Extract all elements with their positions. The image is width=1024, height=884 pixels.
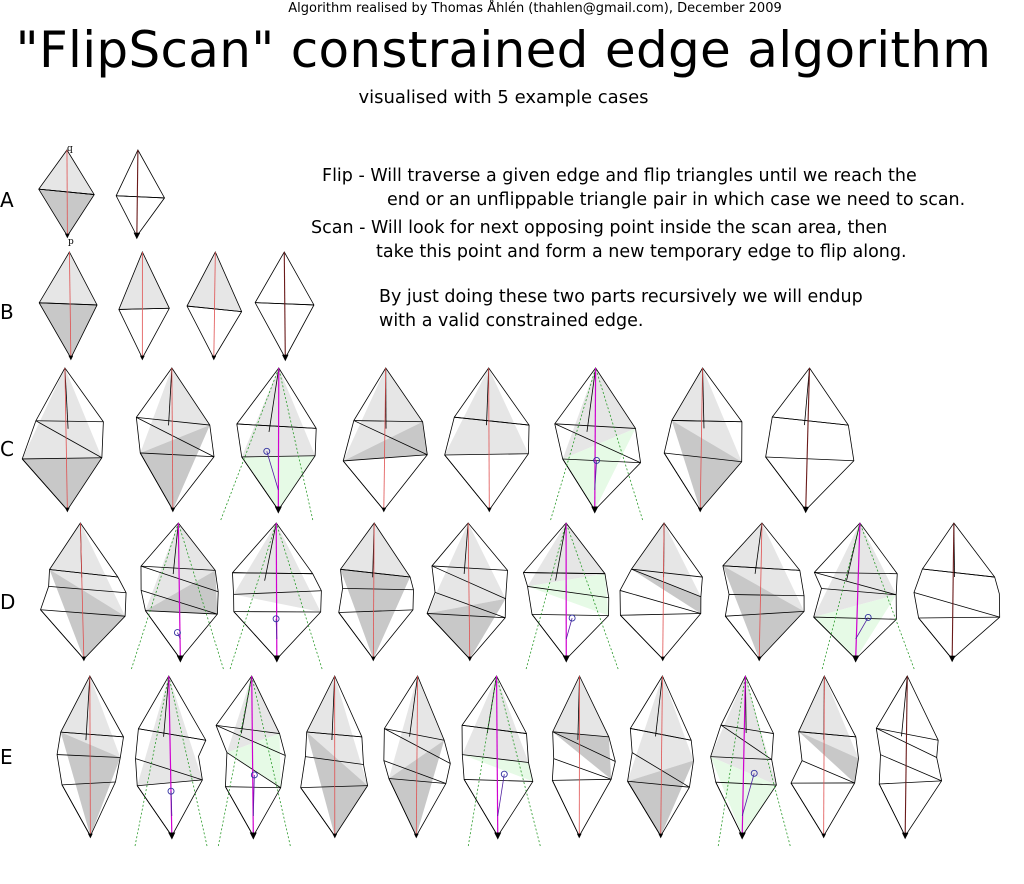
- case-e-step-7: [551, 675, 616, 839]
- case-e-step-11: [875, 675, 943, 840]
- case-c-step-8: [765, 367, 855, 514]
- case-label-c: C: [0, 437, 14, 461]
- case-e-step-6: [461, 675, 541, 847]
- case-a-step-1: [38, 149, 95, 239]
- summary-description: By just doing these two parts recursivel…: [379, 285, 863, 333]
- point-label-q: q: [67, 144, 73, 154]
- case-label-a: A: [0, 188, 14, 212]
- case-e-step-4: [300, 675, 369, 839]
- case-d-step-4: [338, 522, 414, 662]
- case-d-step-2: [131, 522, 224, 670]
- case-e-step-2: [134, 675, 208, 847]
- summary-line-1: By just doing these two parts recursivel…: [379, 287, 863, 307]
- flip-line-1: Will traverse a given edge and flip tria…: [370, 166, 917, 186]
- case-e-step-5: [383, 675, 451, 839]
- case-d-step-6: [522, 522, 619, 670]
- case-d-step-5: [426, 522, 508, 662]
- case-b-step-2: [118, 251, 170, 361]
- scan-description: Scan - Will look for next opposing point…: [311, 216, 907, 264]
- case-c-step-5: [444, 367, 530, 513]
- case-e-step-1: [56, 675, 124, 839]
- case-e-step-3: [215, 675, 291, 847]
- case-d-step-1: [40, 522, 127, 662]
- case-label-d: D: [0, 590, 16, 614]
- flip-description: Flip - Will traverse a given edge and fl…: [322, 164, 965, 212]
- case-label-b: B: [0, 300, 14, 324]
- case-b-step-4: [254, 251, 315, 362]
- summary-line-2: with a valid constrained edge.: [379, 311, 644, 331]
- page-subtitle: visualised with 5 example cases: [358, 87, 649, 108]
- case-c-step-7: [663, 367, 743, 513]
- case-e-step-8: [627, 675, 694, 839]
- scan-line-1: Will look for next opposing point inside…: [371, 218, 888, 238]
- case-c-step-6: [550, 367, 643, 521]
- case-d-step-10: [913, 522, 1001, 663]
- case-b-step-3: [186, 251, 243, 361]
- page-title: "FlipScan" constrained edge algorithm: [15, 21, 992, 79]
- case-a-step-2: [115, 149, 165, 240]
- case-b-step-1: [38, 251, 98, 361]
- flip-line-2: end or an unflippable triangle pair in w…: [387, 190, 966, 210]
- case-c-step-1: [21, 367, 104, 513]
- case-d-step-7: [619, 522, 703, 662]
- case-d-step-8: [722, 522, 805, 662]
- case-c-step-2: [135, 367, 215, 513]
- case-e-step-10: [790, 675, 859, 839]
- case-label-e: E: [0, 745, 13, 769]
- case-c-step-4: [342, 367, 428, 513]
- point-label-p: p: [68, 237, 74, 247]
- case-d-step-3: [229, 522, 323, 670]
- case-e-step-9: [710, 675, 791, 847]
- case-d-step-9: [813, 522, 915, 670]
- scan-term: Scan -: [311, 218, 366, 238]
- flip-term: Flip -: [322, 166, 365, 186]
- credit-line: Algorithm realised by Thomas Åhlén (thah…: [288, 1, 782, 16]
- scan-line-2: take this point and form a new temporary…: [376, 242, 907, 262]
- case-c-step-3: [220, 367, 317, 521]
